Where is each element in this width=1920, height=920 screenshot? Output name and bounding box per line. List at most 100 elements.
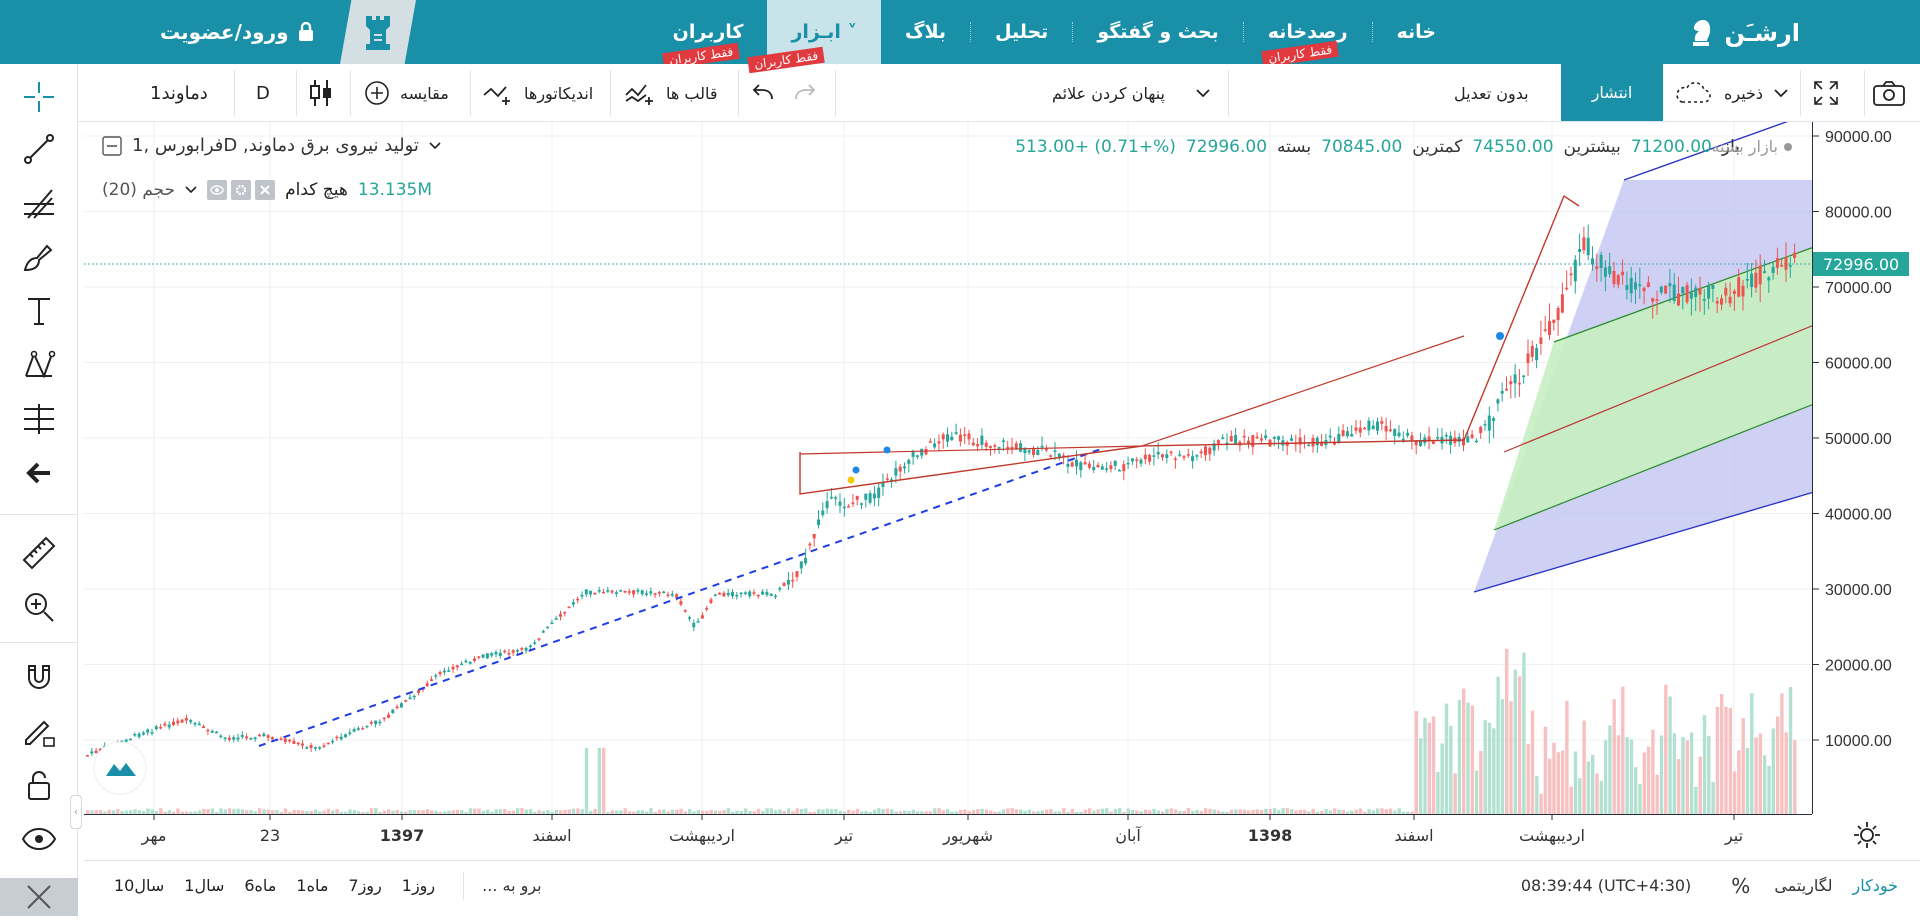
auto-toggle[interactable]: خودکار <box>1852 876 1899 895</box>
publish-button[interactable]: انتشار <box>1561 64 1663 121</box>
range-10y-button[interactable]: سال10 <box>114 876 165 895</box>
indicators-button[interactable]: اندیکاتورها <box>482 64 593 122</box>
price-chart[interactable] <box>84 122 1854 814</box>
volume-bar <box>993 811 997 814</box>
range-1d-button[interactable]: روز1 <box>401 876 436 895</box>
candle-body <box>911 451 915 457</box>
price-axis[interactable]: 90000.00 80000.00 70000.00 60000.00 50000.00… <box>1812 122 1920 814</box>
fib-tool[interactable] <box>18 182 60 224</box>
volume-bar <box>262 809 266 814</box>
delete-tool[interactable] <box>0 878 78 916</box>
candle-body <box>614 592 618 595</box>
symbol-legend[interactable]: فرابورس ,1D ,تولید نیروی برق دماوند <box>102 135 441 156</box>
status-dot-icon <box>1784 142 1792 151</box>
volume-bar <box>1659 735 1664 814</box>
settings-gear-icon[interactable] <box>231 180 252 200</box>
hide-marks-dropdown[interactable] <box>1196 64 1210 122</box>
unlock-tool[interactable] <box>18 764 60 806</box>
zoom-tool[interactable] <box>18 586 60 628</box>
candle-body <box>903 466 906 469</box>
text-tool[interactable] <box>18 290 60 332</box>
nav-home[interactable]: خانه <box>1373 0 1460 64</box>
save-dropdown[interactable] <box>1774 64 1788 122</box>
nav-observatory[interactable]: رصدخانه فقط کاربران <box>1244 0 1372 68</box>
lock-drawing-tool[interactable] <box>18 710 60 752</box>
event-marker[interactable] <box>1496 332 1504 340</box>
trendline-tool[interactable] <box>18 128 60 170</box>
visibility-tool[interactable] <box>18 818 60 860</box>
volume-bar <box>1268 809 1272 814</box>
goto-button[interactable]: ... برو به <box>482 876 542 895</box>
chevron-down-icon[interactable] <box>429 141 441 150</box>
brush-tool[interactable] <box>18 236 60 278</box>
candle-body <box>197 723 201 726</box>
brand-logo[interactable]: ارشـَن <box>1683 16 1800 50</box>
screenshot-button[interactable] <box>1872 64 1906 122</box>
chart-settings-button[interactable] <box>1852 820 1882 850</box>
collapse-toolbar-button[interactable]: ‹ <box>70 795 82 829</box>
redo-button[interactable] <box>792 64 818 122</box>
chart-type-button[interactable] <box>308 64 334 122</box>
chevron-down-icon <box>1196 89 1210 98</box>
candle-body <box>786 579 790 585</box>
event-marker[interactable] <box>852 466 860 474</box>
candle-body <box>1328 435 1332 438</box>
volume-bar <box>1543 726 1548 814</box>
volume-bar <box>258 808 262 814</box>
candle-body <box>718 592 722 595</box>
undo-button[interactable] <box>750 64 776 122</box>
volume-bar <box>387 809 391 814</box>
range-6m-button[interactable]: ماه6 <box>244 876 277 895</box>
volume-bar <box>365 811 369 814</box>
nav-discussion[interactable]: بحث و گفتگو <box>1073 0 1242 64</box>
range-1m-button[interactable]: ماه1 <box>296 876 329 895</box>
event-marker[interactable] <box>883 446 891 454</box>
event-marker[interactable] <box>847 476 855 484</box>
nav-users[interactable]: کاربران فقط کاربران <box>649 0 768 70</box>
candle-body <box>855 495 859 500</box>
chevron-down-icon[interactable] <box>185 186 197 194</box>
volume-bar <box>141 811 146 814</box>
login-button[interactable]: ورود/عضویت <box>160 0 315 64</box>
back-tool[interactable] <box>18 452 60 494</box>
magnet-tool[interactable] <box>18 656 60 698</box>
measure-tool[interactable] <box>18 398 60 440</box>
ruler-tool[interactable] <box>18 532 60 574</box>
volume-bar <box>1591 754 1595 814</box>
candle-body <box>326 742 330 745</box>
volume-bar <box>1646 746 1651 814</box>
save-button[interactable]: ذخیره <box>1672 64 1763 122</box>
candle-body <box>1251 435 1255 447</box>
range-7d-button[interactable]: روز7 <box>348 876 382 895</box>
nav-blog[interactable]: بلاگ <box>881 0 970 64</box>
eye-icon[interactable] <box>207 180 228 200</box>
time-axis[interactable]: مهر 23 1397 اسفند اردیبهشت تیر شهریور آبان 1398 ا… <box>84 814 1812 854</box>
volume-bar <box>649 808 653 814</box>
current-price-tag: 72996.00 <box>1813 252 1909 276</box>
collapse-legend-icon[interactable] <box>102 135 122 156</box>
interval-label: D <box>256 82 270 104</box>
percent-toggle[interactable]: % <box>1731 873 1751 898</box>
candle-body <box>193 722 197 725</box>
volume-bar <box>1513 669 1517 814</box>
fullscreen-button[interactable] <box>1812 64 1840 122</box>
log-toggle[interactable]: لگاریتمی <box>1774 876 1833 895</box>
adjustment-selector[interactable]: بدون تعدیل <box>1454 64 1529 122</box>
compare-button[interactable]: مقایسه <box>364 64 449 122</box>
templates-button[interactable]: قالب ها <box>624 64 718 122</box>
market-status: بازار بسته <box>1712 137 1792 156</box>
crosshair-tool[interactable] <box>18 76 60 118</box>
range-1y-button[interactable]: سال1 <box>184 876 225 895</box>
candle-body <box>1517 382 1521 385</box>
nav-tools[interactable]: ابـزار ˅ <box>767 0 881 64</box>
toolbar-divider <box>350 70 351 116</box>
interval-selector[interactable]: D <box>256 64 270 122</box>
symbol-selector[interactable]: دماوند1 <box>150 64 208 122</box>
close-icon[interactable] <box>255 180 276 200</box>
pattern-tool[interactable] <box>18 344 60 386</box>
nav-analysis[interactable]: تحلیل <box>971 0 1072 64</box>
tower-logo[interactable] <box>340 0 416 64</box>
clock-display[interactable]: 08:39:44 (UTC+4:30) <box>1520 876 1692 895</box>
chart-watermark-logo[interactable] <box>93 741 147 795</box>
hide-marks-button[interactable]: پنهان کردن علائم <box>1052 64 1165 122</box>
